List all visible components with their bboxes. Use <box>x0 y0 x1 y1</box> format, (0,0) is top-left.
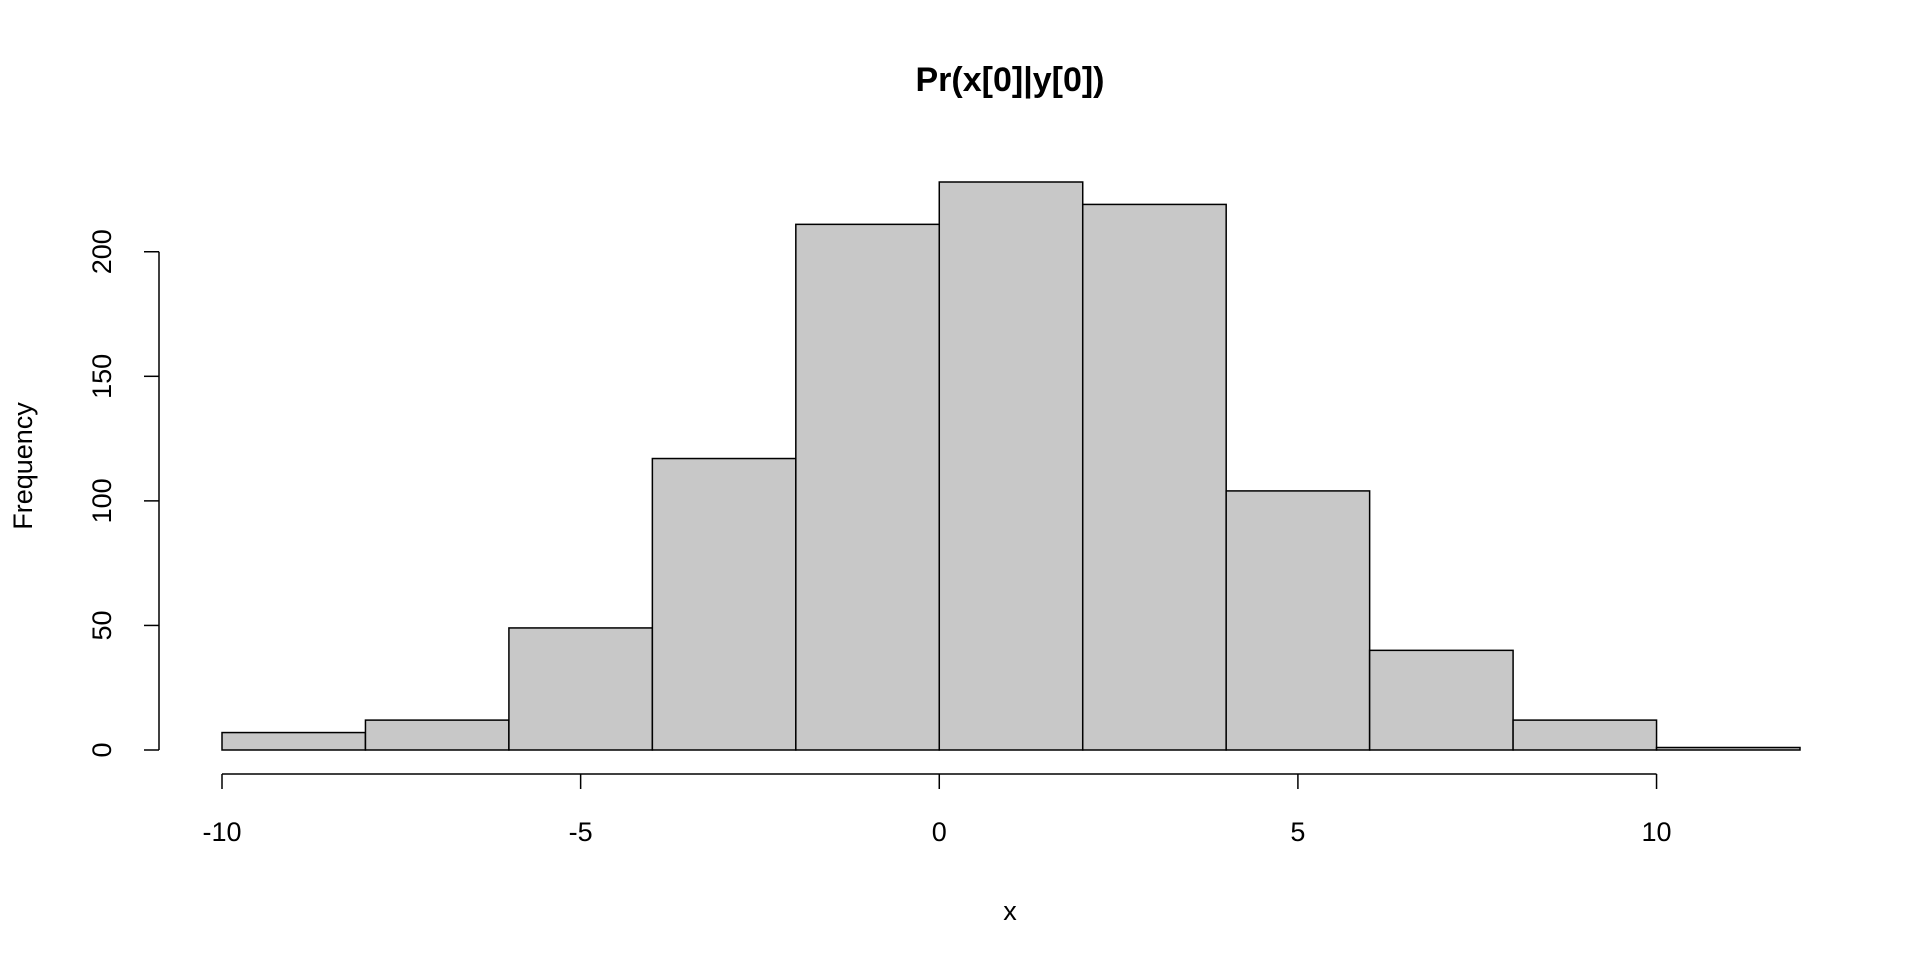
bar <box>1368 649 1514 751</box>
bar <box>938 181 1084 751</box>
y-tick-label: 100 <box>87 478 117 523</box>
y-tick-label: 200 <box>87 229 117 274</box>
y-tick-label: 50 <box>87 610 117 640</box>
bar <box>508 627 654 751</box>
bar <box>1512 719 1658 751</box>
bar <box>651 457 797 751</box>
x-tick-label: -5 <box>569 817 593 847</box>
x-tick-label: 5 <box>1290 817 1305 847</box>
x-axis-label: x <box>1003 896 1017 926</box>
x-tick-label: -10 <box>202 817 241 847</box>
chart-title: Pr(x[0]|y[0]) <box>916 61 1105 99</box>
x-tick-label: 10 <box>1642 817 1672 847</box>
y-tick-label: 0 <box>87 742 117 757</box>
y-axis-label: Frequency <box>8 402 38 530</box>
bar <box>221 731 367 751</box>
bar <box>1655 746 1801 751</box>
bar <box>1225 490 1371 751</box>
y-tick-label: 150 <box>87 354 117 399</box>
bar <box>364 719 510 751</box>
x-tick-label: 0 <box>932 817 947 847</box>
bar <box>1081 203 1227 751</box>
bar <box>795 223 941 751</box>
